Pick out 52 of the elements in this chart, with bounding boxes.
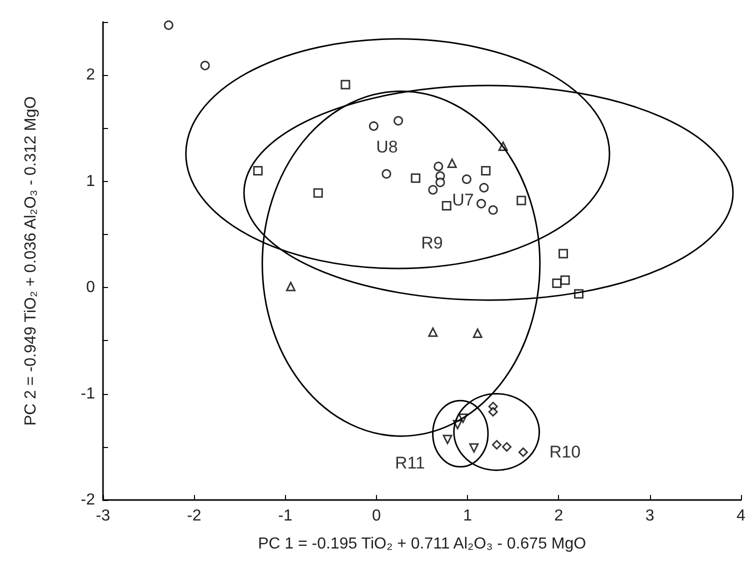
point xyxy=(164,20,174,30)
point xyxy=(435,178,445,188)
point xyxy=(200,60,210,70)
point xyxy=(428,327,438,337)
point xyxy=(488,407,498,417)
x-tick-label: 1 xyxy=(463,508,472,524)
point xyxy=(428,185,438,195)
point xyxy=(462,174,472,184)
y-tick-label: -2 xyxy=(80,492,96,508)
x-tick-label: 0 xyxy=(372,508,381,524)
point xyxy=(340,80,350,90)
annotation: U7 xyxy=(452,190,474,210)
point xyxy=(479,182,489,192)
point xyxy=(518,447,528,457)
point xyxy=(481,166,491,176)
point xyxy=(516,196,526,206)
x-tick-label: -1 xyxy=(278,508,292,524)
x-tick-label: 4 xyxy=(736,508,746,524)
annotation: R11 xyxy=(395,454,425,472)
annotation: U8 xyxy=(376,138,398,156)
point xyxy=(442,201,452,211)
point xyxy=(488,205,498,215)
point xyxy=(492,440,502,450)
point xyxy=(410,173,420,183)
point xyxy=(286,282,296,292)
y-tick-label: 1 xyxy=(86,172,96,190)
y-axis-title: PC 2 = -0.949 TiO₂ + 0.036 Al₂O₃ - 0.312 MgO xyxy=(22,96,40,426)
x-tick-label: 2 xyxy=(554,508,564,524)
x-tick-label: -3 xyxy=(96,508,110,524)
x-tick-label: 3 xyxy=(645,508,654,524)
point xyxy=(253,166,263,176)
point xyxy=(382,169,392,179)
point xyxy=(442,434,452,444)
y-tick-label: 0 xyxy=(86,279,96,296)
x-axis-title: PC 1 = -0.195 TiO₂ + 0.711 Al₂O₃ - 0.675 MgO xyxy=(258,536,586,552)
point xyxy=(552,278,562,288)
point xyxy=(469,443,479,453)
point xyxy=(476,198,486,208)
point xyxy=(434,162,444,172)
point xyxy=(368,121,378,131)
point xyxy=(558,248,568,258)
y-tick-label: 2 xyxy=(86,66,96,84)
annotation: R10 xyxy=(549,442,581,462)
annotation: R9 xyxy=(421,234,443,252)
point xyxy=(472,328,482,338)
point xyxy=(313,188,323,198)
point xyxy=(502,442,512,452)
point xyxy=(447,158,457,168)
point xyxy=(394,116,404,126)
x-tick-label: -2 xyxy=(187,508,202,524)
point xyxy=(560,275,570,285)
y-tick-label: -1 xyxy=(80,385,96,402)
